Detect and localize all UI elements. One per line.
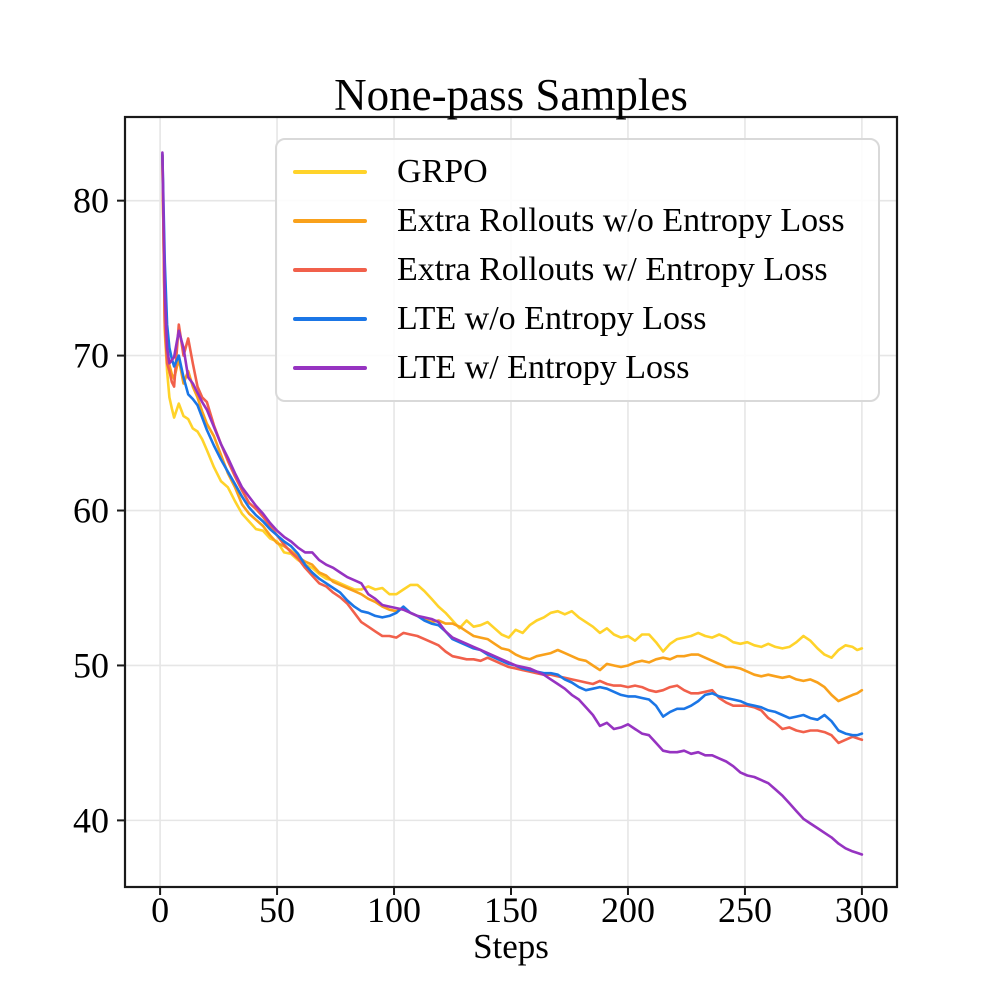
legend-label: Extra Rollouts w/o Entropy Loss (397, 202, 845, 240)
y-tick-label: 80 (73, 181, 109, 221)
series-line (161, 151, 864, 856)
legend-label: GRPO (397, 153, 488, 191)
legend-label: LTE w/o Entropy Loss (397, 299, 707, 337)
series-line (161, 156, 864, 659)
legend-label: LTE w/ Entropy Loss (397, 348, 690, 386)
chart-title: None-pass Samples (334, 70, 688, 120)
x-tick-label: 0 (151, 890, 169, 930)
legend: GRPO Extra Rollouts w/o Entropy Loss Extra… (275, 138, 880, 402)
legend-line-swatch (293, 365, 367, 370)
plot-frame (123, 115, 899, 889)
x-tick-label: 250 (718, 890, 772, 930)
x-tick-label: 300 (835, 890, 889, 930)
series-line (161, 154, 864, 745)
y-tick-label: 40 (73, 800, 109, 840)
x-tick-label: 150 (484, 890, 538, 930)
x-tick-label: 100 (367, 890, 421, 930)
legend-label: Extra Rollouts w/ Entropy Loss (397, 250, 828, 288)
x-tick-label: 50 (259, 890, 295, 930)
y-tick-label: 60 (73, 491, 109, 531)
series-line (161, 154, 864, 703)
x-tick-label: 200 (601, 890, 655, 930)
x-axis-label: Steps (473, 927, 549, 966)
legend-line-swatch (293, 267, 367, 272)
legend-item: LTE w/o Entropy Loss (277, 295, 878, 343)
legend-item: Extra Rollouts w/ Entropy Loss (277, 246, 878, 294)
series-line (161, 152, 864, 737)
y-tick-label: 70 (73, 336, 109, 376)
legend-line-swatch (293, 316, 367, 321)
legend-line-swatch (293, 170, 367, 175)
legend-item: GRPO (277, 148, 878, 196)
y-tick-label: 50 (73, 645, 109, 685)
legend-item: Extra Rollouts w/o Entropy Loss (277, 197, 878, 245)
legend-line-swatch (293, 219, 367, 224)
legend-item: LTE w/ Entropy Loss (277, 344, 878, 392)
